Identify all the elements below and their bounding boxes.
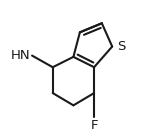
Text: S: S [117,40,126,53]
Text: F: F [90,119,98,132]
Text: HN: HN [10,49,30,62]
